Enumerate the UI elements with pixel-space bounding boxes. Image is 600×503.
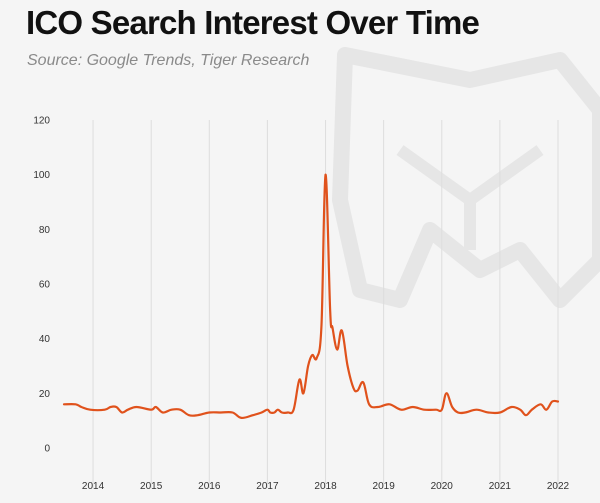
x-tick-label-2019: 2019 xyxy=(373,481,396,492)
y-tick-label-80: 80 xyxy=(39,225,51,236)
y-tick-label-20: 20 xyxy=(39,389,51,400)
y-axis-tick-labels: 0 20 40 60 80 100 120 xyxy=(33,116,50,455)
x-tick-label-2015: 2015 xyxy=(140,481,163,492)
y-tick-label-120: 120 xyxy=(33,116,50,127)
x-tick-label-2016: 2016 xyxy=(198,481,221,492)
x-tick-label-2017: 2017 xyxy=(256,481,279,492)
chart-subtitle: Source: Google Trends, Tiger Research xyxy=(27,52,310,69)
y-tick-label-60: 60 xyxy=(39,280,51,291)
y-tick-label-0: 0 xyxy=(44,444,50,455)
x-tick-label-2021: 2021 xyxy=(489,481,512,492)
x-tick-label-2018: 2018 xyxy=(314,481,337,492)
x-axis-tick-labels: 2014 2015 2016 2017 2018 2019 2020 2021 2022 xyxy=(82,481,570,492)
x-tick-label-2020: 2020 xyxy=(431,481,454,492)
y-tick-label-100: 100 xyxy=(33,170,50,181)
y-tick-label-40: 40 xyxy=(39,334,51,345)
x-tick-label-2014: 2014 xyxy=(82,481,105,492)
chart-title: ICO Search Interest Over Time xyxy=(26,4,480,41)
vertical-gridlines xyxy=(92,120,559,488)
watermark-logo xyxy=(332,47,600,308)
ico-search-interest-line xyxy=(62,173,560,420)
x-tick-label-2022: 2022 xyxy=(547,481,570,492)
